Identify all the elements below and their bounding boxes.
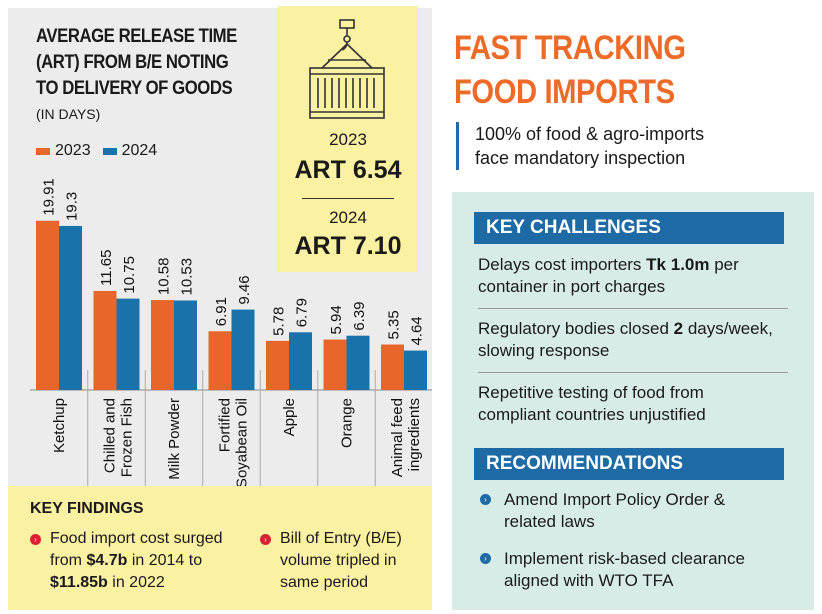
bar-2024-1 — [116, 298, 140, 390]
data-label-2024-2: 10.53 — [179, 258, 196, 296]
data-label-2023-3: 6.91 — [213, 297, 230, 326]
art-year-2024: 2024 — [329, 208, 367, 227]
bar-2023-4 — [266, 340, 289, 390]
recommendation-1-line1: Amend Import Policy Order & — [504, 490, 726, 509]
chart-legend: 2023 2024 — [36, 142, 169, 160]
finding-1-line1: Food import cost surged — [50, 530, 223, 547]
legend-swatch-2024 — [102, 147, 117, 155]
legend-item-2024: 2024 — [102, 142, 158, 160]
art-box: 2023 ART 6.54 2024 ART 7.10 — [278, 6, 418, 272]
data-label-2023-6: 5.35 — [386, 310, 403, 339]
chart-title: AVERAGE RELEASE TIME (ART) FROM B/E NOTI… — [36, 26, 237, 99]
bar-2023-3 — [208, 331, 232, 390]
challenge-item-3: Repetitive testing of food from complian… — [478, 382, 788, 426]
finding-item-2: Bill of Entry (B/E) volume tripled in sa… — [280, 528, 402, 594]
art-value-2023: ART 6.54 — [294, 156, 402, 184]
data-label-2023-4: 5.78 — [271, 307, 288, 336]
key-findings-title: KEY FINDINGS — [30, 500, 144, 517]
bar-2023-2 — [151, 300, 174, 390]
legend-label-2024: 2024 — [121, 142, 158, 159]
challenge-3-line1: Repetitive testing of food from — [478, 383, 704, 402]
bar-2023-1 — [93, 290, 117, 390]
challenge-item-2: Regulatory bodies closed 2 days/week, sl… — [478, 318, 788, 362]
data-label-2023-1: 11.65 — [98, 250, 115, 286]
headline-line1: FAST TRACKING — [454, 29, 686, 67]
tick-label-0: Ketchup — [51, 398, 68, 453]
art-divider — [302, 198, 394, 199]
challenges-panel — [452, 192, 814, 610]
tick-label-6-line2: ingredients — [406, 398, 423, 471]
challenge-3-line2: compliant countries unjustified — [478, 405, 706, 424]
finding-2-line1: Bill of Entry (B/E) — [280, 530, 402, 547]
headline-line2: FOOD IMPORTS — [454, 73, 675, 111]
data-label-2024-3: 9.46 — [236, 275, 253, 304]
legend-item-2023: 2023 — [36, 142, 91, 160]
tick-label-2: Milk Powder — [166, 398, 183, 480]
tick-label-3: Fortified — [217, 398, 234, 452]
art-value-2024: ART 7.10 — [294, 232, 402, 260]
challenge-1-line1: Delays cost importers Tk 1.0m per — [478, 255, 739, 274]
bar-2023-5 — [323, 339, 347, 390]
recommendation-2-line1: Implement risk-based clearance — [504, 549, 745, 568]
chevron-right-icon: › — [260, 534, 271, 545]
highlight-stat: 100% of food & agro-imports face mandato… — [456, 122, 776, 170]
recommendation-item-2: Implement risk-based clearance aligned w… — [504, 548, 794, 592]
bar-2024-0 — [59, 225, 82, 390]
legend-swatch-2023 — [36, 147, 50, 155]
data-label-2024-1: 10.75 — [121, 256, 138, 294]
chart-subtitle: (IN DAYS) — [36, 106, 101, 122]
art-year-2023: 2023 — [329, 130, 367, 149]
challenge-2-line1: Regulatory bodies closed 2 days/week, — [478, 319, 773, 338]
bar-2024-4 — [289, 332, 312, 390]
challenge-2-line2: slowing response — [478, 341, 610, 360]
data-label-2024-0: 19.3 — [64, 192, 81, 221]
bar-2024-5 — [346, 335, 370, 390]
bar-2023-0 — [36, 220, 59, 390]
challenge-1-line2: container in port charges — [478, 277, 666, 296]
recommendation-2-line2: aligned with WTO TFA — [504, 571, 674, 590]
chevron-right-icon: › — [480, 553, 491, 564]
finding-2-line3: same period — [280, 574, 369, 591]
bar-2024-3 — [231, 309, 255, 390]
challenge-divider — [478, 372, 788, 373]
key-challenges-heading: KEY CHALLENGES — [474, 212, 784, 244]
headline: FAST TRACKING FOOD IMPORTS — [454, 26, 686, 114]
data-label-2023-5: 5.94 — [328, 305, 345, 334]
recommendation-1-line2: related laws — [504, 512, 595, 531]
tick-label-1-line2: Frozen Fish — [119, 398, 136, 477]
challenge-item-1: Delays cost importers Tk 1.0m per contai… — [478, 254, 788, 298]
finding-1-line2: from $4.7b in 2014 to — [50, 552, 203, 569]
data-label-2024-6: 4.64 — [409, 316, 426, 345]
challenge-divider — [478, 308, 788, 309]
legend-label-2023: 2023 — [55, 142, 91, 159]
tick-label-6: Animal feed — [389, 398, 406, 477]
data-label-2023-2: 10.58 — [156, 258, 173, 296]
bar-2024-2 — [174, 300, 197, 390]
recommendation-item-1: Amend Import Policy Order & related laws — [504, 489, 794, 533]
highlight-line2: face mandatory inspection — [475, 148, 686, 168]
data-label-2023-0: 19.91 — [41, 178, 58, 216]
bar-chart: 19.91 19.3 Ketchup 11.65 10.75 Chilled and Fro… — [30, 178, 432, 488]
finding-2-line2: volume tripled in — [280, 552, 397, 569]
finding-item-1: Food import cost surged from $4.7b in 20… — [50, 528, 223, 594]
key-findings-box: KEY FINDINGS › Food import cost surged f… — [8, 486, 432, 610]
chevron-right-icon: › — [480, 494, 491, 505]
tick-label-4: Apple — [281, 398, 298, 436]
finding-1-line3: $11.85b in 2022 — [50, 574, 165, 591]
highlight-line1: 100% of food & agro-imports — [475, 124, 705, 144]
tick-label-1: Chilled and — [102, 398, 119, 473]
chevron-right-icon: › — [30, 534, 41, 545]
shipping-container-icon — [309, 19, 385, 119]
tick-label-3-line2: Soyabean Oil — [234, 398, 251, 488]
recommendations-heading: RECOMMENDATIONS — [474, 448, 784, 480]
data-label-2024-4: 6.79 — [294, 298, 311, 327]
bar-2023-6 — [381, 344, 404, 390]
tick-label-5: Orange — [339, 398, 356, 448]
data-label-2024-5: 6.39 — [351, 301, 368, 330]
bar-2024-6 — [404, 350, 427, 390]
